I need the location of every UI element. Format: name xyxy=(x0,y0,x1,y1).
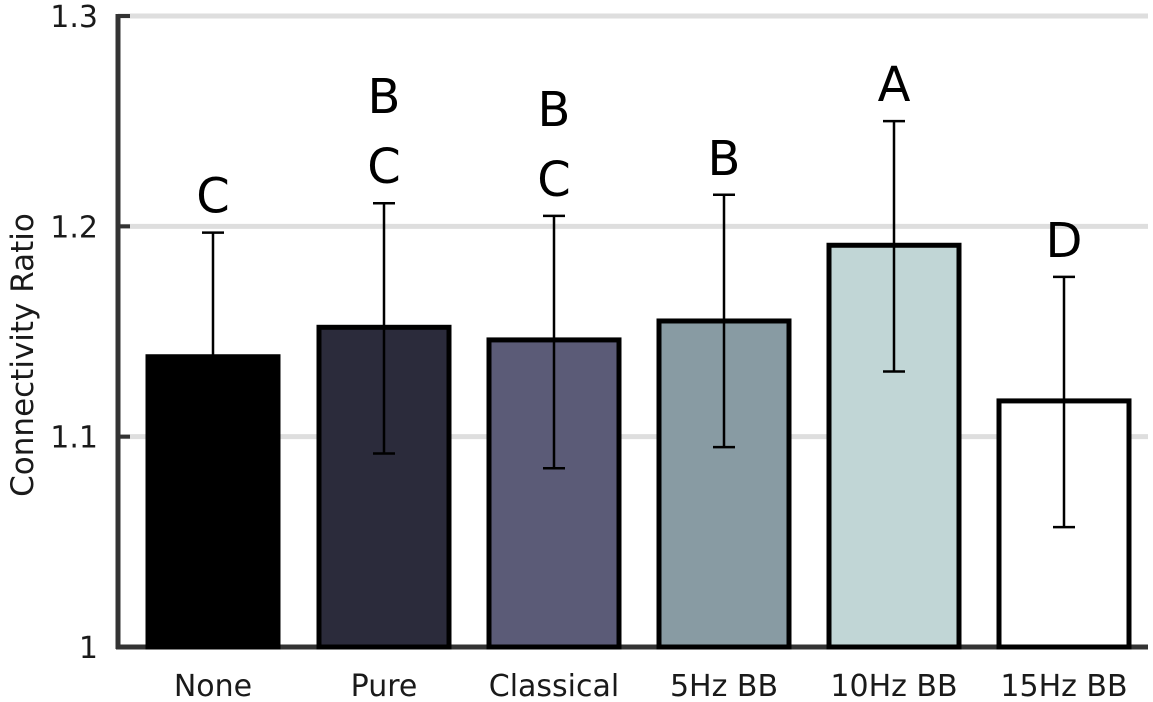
bars xyxy=(145,242,1132,650)
error-bars xyxy=(202,119,1075,529)
significance-letter: B xyxy=(708,131,741,187)
y-tick-label: 1 xyxy=(79,631,98,666)
y-tick-label: 1.3 xyxy=(50,0,98,35)
significance-letter: C xyxy=(196,169,230,225)
significance-letter: A xyxy=(878,57,911,113)
gridlines xyxy=(118,13,1148,440)
x-tick-label: 15Hz BB xyxy=(1000,669,1127,702)
significance-letter: C xyxy=(537,152,571,208)
axes xyxy=(115,14,1148,650)
significance-letter: C xyxy=(367,139,401,195)
significance-letter: B xyxy=(368,69,401,125)
y-axis-label: Connectivity Ratio xyxy=(5,213,41,497)
x-tick-label: 10Hz BB xyxy=(830,669,957,702)
significance-letter: D xyxy=(1046,213,1083,269)
x-tick-label: Classical xyxy=(489,669,619,702)
x-tick-label: Pure xyxy=(351,669,418,702)
significance-letter: B xyxy=(538,82,571,138)
y-tick-label: 1.1 xyxy=(50,421,98,456)
x-tick-label: None xyxy=(174,669,252,702)
bar xyxy=(145,354,281,650)
x-tick-label: 5Hz BB xyxy=(670,669,778,702)
y-tick-label: 1.2 xyxy=(50,210,98,245)
